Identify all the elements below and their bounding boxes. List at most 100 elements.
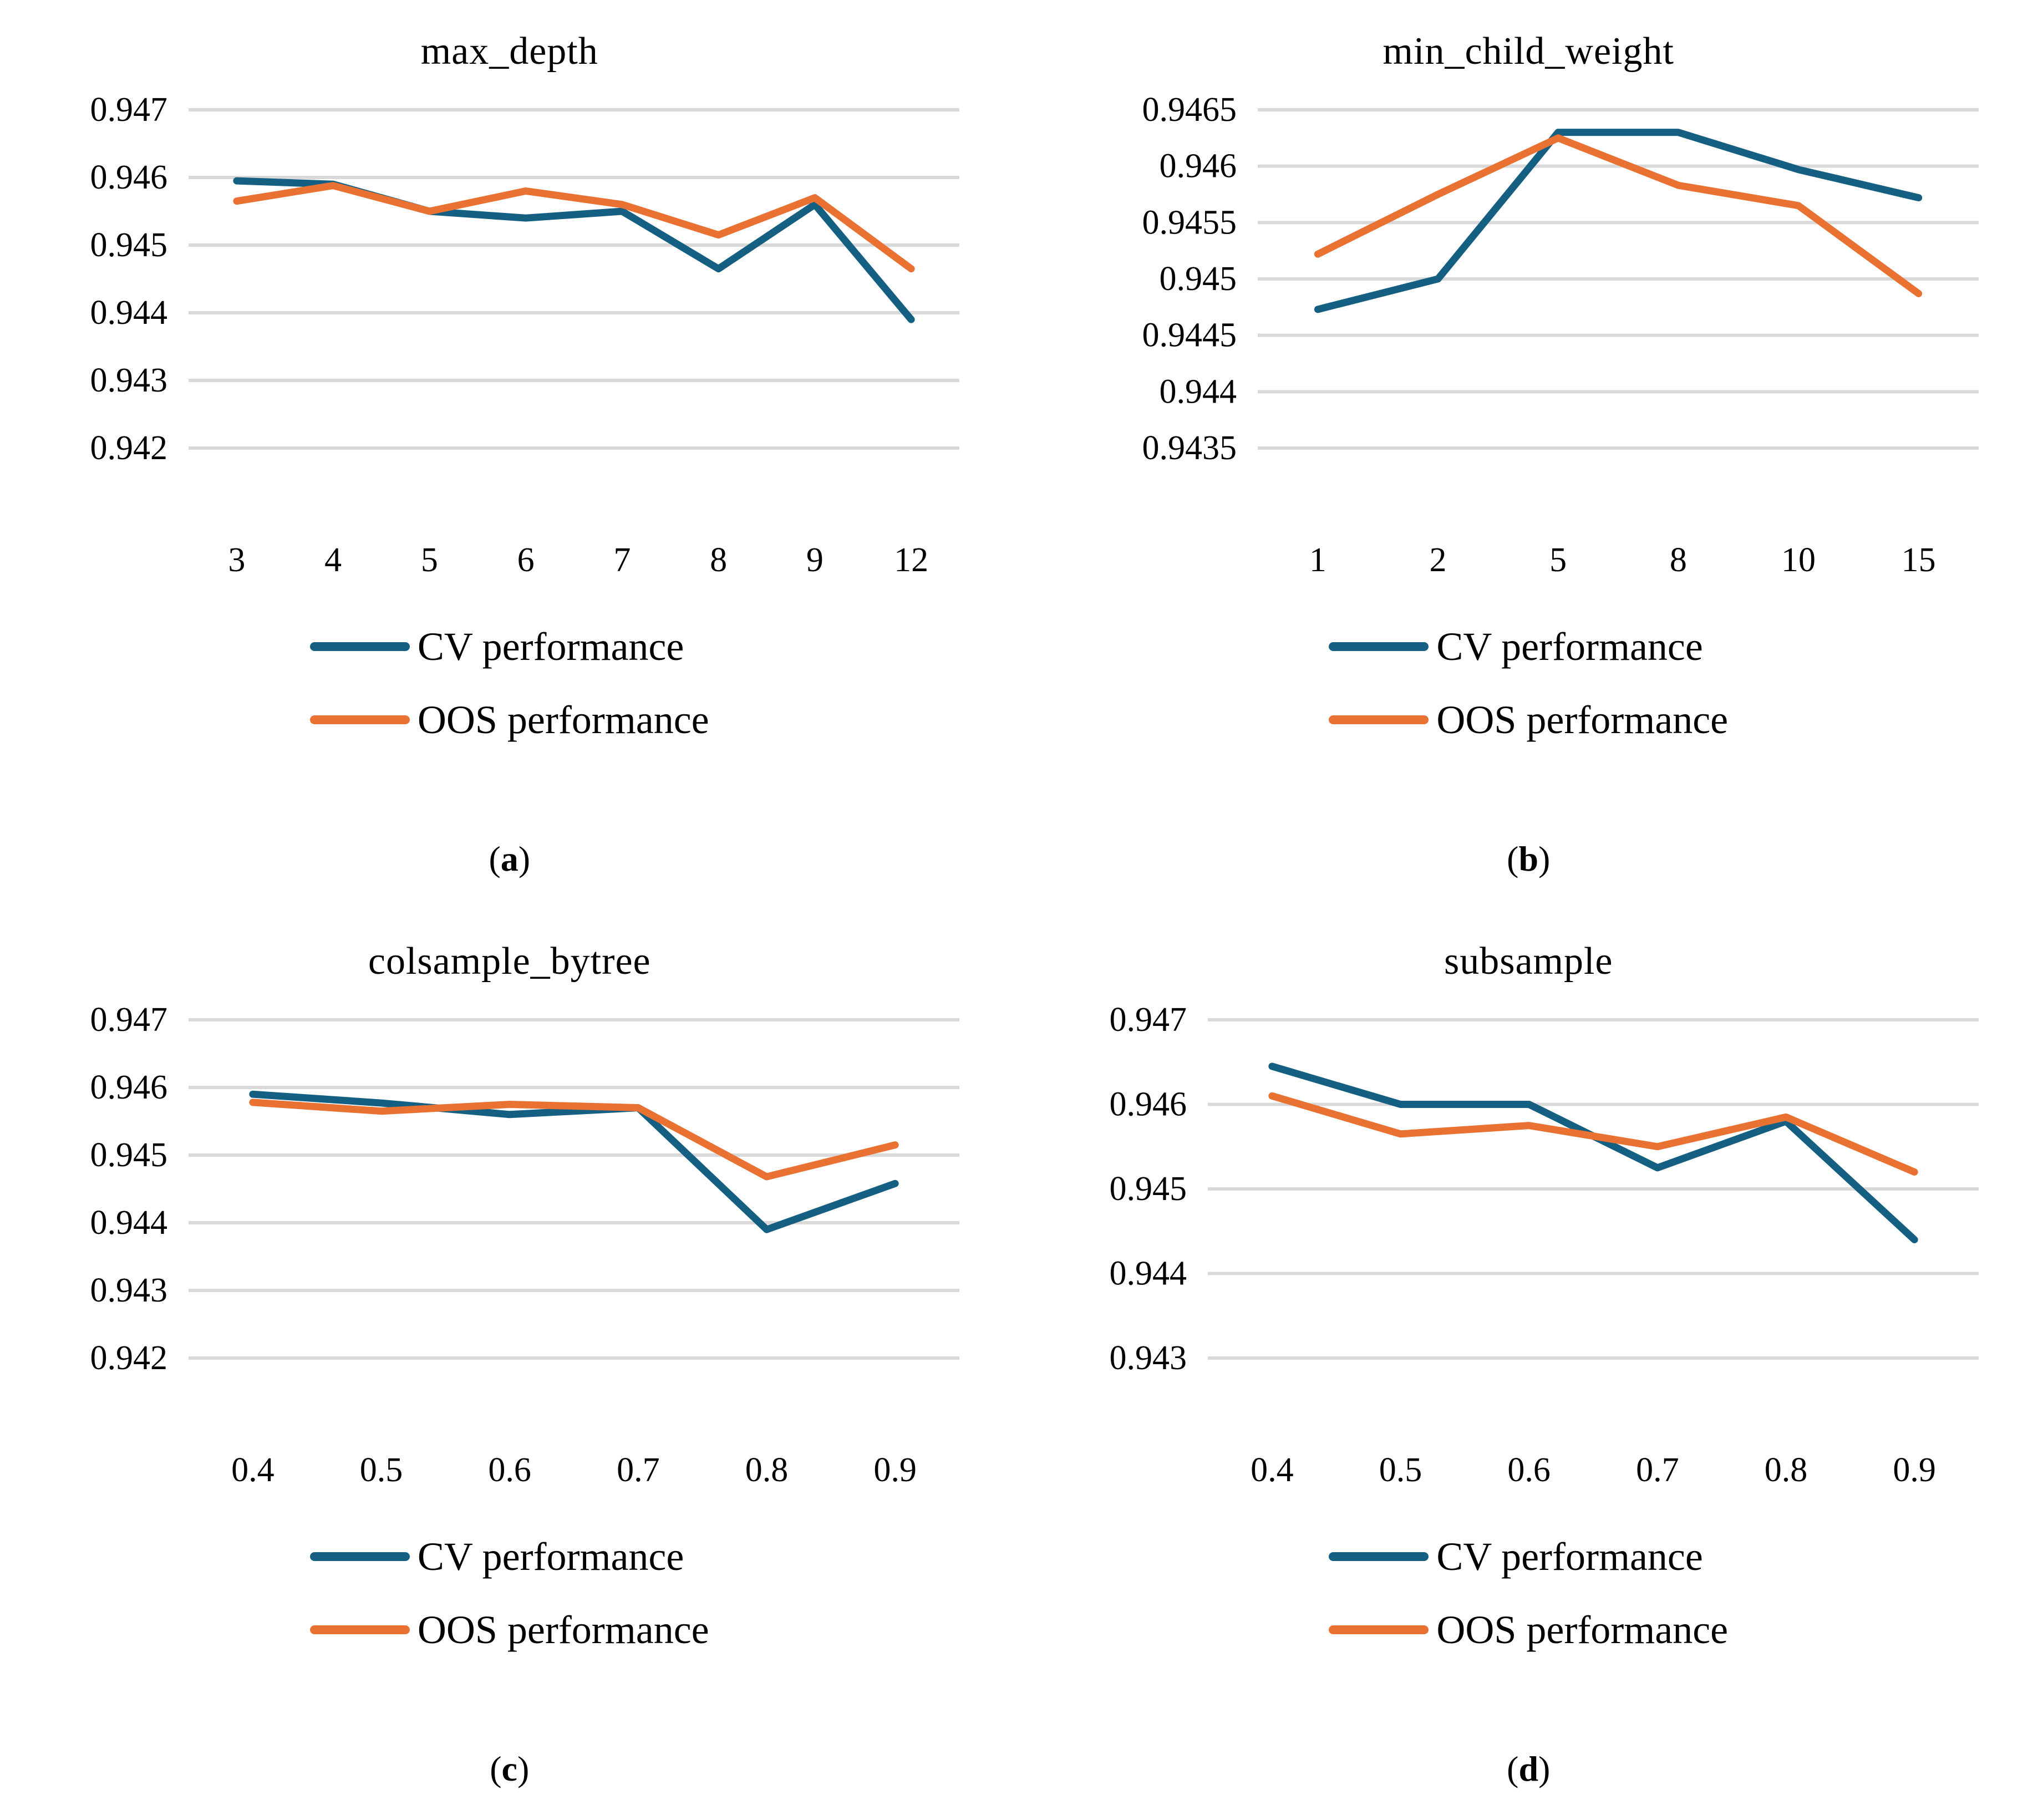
oos-series-line <box>1268 1092 1918 1176</box>
x-tick-label: 5 <box>421 541 438 579</box>
x-tick-label: 15 <box>1901 541 1935 579</box>
legend-item-cv: CV performance <box>309 1534 684 1579</box>
oos-series-line <box>249 1099 899 1181</box>
y-tick-label: 0.943 <box>90 362 168 399</box>
legend-item-cv: CV performance <box>1329 1534 1703 1579</box>
oos-line-swatch <box>309 1625 410 1634</box>
x-tick-label: 0.4 <box>1251 1451 1294 1489</box>
panel-caption: (a) <box>489 839 531 878</box>
chart-title: max_depth <box>420 30 598 73</box>
legend-label: CV performance <box>1436 1534 1703 1579</box>
x-tick-label: 0.7 <box>1636 1451 1679 1489</box>
legend-label: OOS performance <box>417 698 709 742</box>
panel-caption: (d) <box>1507 1749 1551 1788</box>
x-tick-label: 8 <box>710 541 727 579</box>
y-tick-label: 0.942 <box>90 429 168 467</box>
y-tick-label: 0.9435 <box>1142 429 1237 467</box>
legend-label: CV performance <box>1436 624 1703 669</box>
oos-line-swatch <box>309 715 410 724</box>
x-tick-label: 5 <box>1549 541 1567 579</box>
y-tick-label: 0.947 <box>1109 1001 1187 1039</box>
oos-series-line <box>1314 134 1922 297</box>
legend-item-oos: OOS performance <box>1329 700 1728 740</box>
chart-panel-b: min_child_weight 0.9465 0.946 0.9455 0.945 0… <box>1019 0 2038 910</box>
y-tick-label: 0.946 <box>1109 1086 1187 1123</box>
chart-panel-a: max_depth 0.947 0.946 0.945 0.944 0.943 0.942… <box>0 0 1019 910</box>
line-chart: 0.947 0.946 0.945 0.944 0.943 0.942 0.4 0.5 0.6 0… <box>90 1001 960 1489</box>
legend-item-oos: OOS performance <box>309 1608 709 1652</box>
x-tick-label: 0.8 <box>1765 1451 1808 1489</box>
line-chart: 0.947 0.946 0.945 0.944 0.943 0.4 0.5 0.6 0.7 0.8… <box>1109 1001 1979 1489</box>
x-tick-label: 1 <box>1309 541 1327 579</box>
x-tick-label: 0.5 <box>1379 1451 1422 1489</box>
panel-caption: (b) <box>1507 839 1551 878</box>
y-tick-label: 0.944 <box>1109 1255 1187 1293</box>
legend-label: CV performance <box>417 624 684 669</box>
legend: CV performance OOS performance <box>1329 610 1728 756</box>
legend: CV performance OOS performance <box>1329 1520 1728 1666</box>
y-tick-label: 0.944 <box>90 294 168 332</box>
cv-series-line <box>1268 1062 1918 1243</box>
x-tick-label: 0.6 <box>489 1451 532 1489</box>
chart-title: min_child_weight <box>1383 30 1674 73</box>
x-tick-label: 8 <box>1670 541 1687 579</box>
y-tick-label: 0.945 <box>1159 260 1237 298</box>
legend-item-oos: OOS performance <box>1329 1610 1728 1650</box>
oos-line-swatch <box>1329 1625 1429 1634</box>
cv-series-line <box>1314 129 1922 313</box>
x-tick-label: 0.8 <box>745 1451 789 1489</box>
cv-line-swatch <box>309 642 410 651</box>
y-tick-label: 0.946 <box>90 159 168 196</box>
x-tick-label: 6 <box>517 541 535 579</box>
legend-item-oos: OOS performance <box>309 698 709 742</box>
cv-series-line <box>249 1090 899 1233</box>
legend-label: OOS performance <box>417 1608 709 1652</box>
cv-line-swatch <box>1329 1552 1429 1561</box>
legend: CV performance OOS performance <box>309 610 709 756</box>
legend-label: OOS performance <box>1436 1608 1729 1652</box>
y-tick-label: 0.9465 <box>1142 91 1237 129</box>
x-tick-label: 3 <box>228 541 246 579</box>
y-tick-label: 0.944 <box>90 1204 168 1242</box>
line-chart: 0.947 0.946 0.945 0.944 0.943 0.942 3 4 5 6 7 8 9 12 <box>90 91 960 579</box>
oos-series-line <box>233 182 915 273</box>
y-tick-label: 0.946 <box>90 1069 168 1106</box>
x-tick-label: 0.9 <box>874 1451 917 1489</box>
y-tick-label: 0.944 <box>1159 373 1237 410</box>
legend: CV performance OOS performance <box>309 1520 709 1666</box>
y-tick-label: 0.942 <box>90 1339 168 1377</box>
x-tick-label: 2 <box>1429 541 1446 579</box>
chart-title: colsample_bytree <box>368 940 651 983</box>
legend-item-cv: CV performance <box>1329 624 1703 669</box>
x-tick-label: 10 <box>1781 541 1816 579</box>
y-tick-label: 0.945 <box>1109 1170 1187 1208</box>
x-tick-label: 0.6 <box>1507 1451 1551 1489</box>
legend-item-cv: CV performance <box>309 624 684 669</box>
x-tick-label: 4 <box>324 541 342 579</box>
y-tick-label: 0.947 <box>90 91 168 129</box>
x-tick-label: 0.5 <box>360 1451 403 1489</box>
x-tick-label: 0.7 <box>617 1451 660 1489</box>
line-chart: 0.9465 0.946 0.9455 0.945 0.9445 0.944 0.9435 1… <box>1142 91 1979 579</box>
cv-line-swatch <box>309 1552 410 1561</box>
x-tick-label: 9 <box>806 541 824 579</box>
y-tick-label: 0.946 <box>1159 148 1237 185</box>
x-tick-label: 0.4 <box>231 1451 275 1489</box>
y-tick-label: 0.9445 <box>1142 317 1237 354</box>
chart-panel-c: colsample_bytree 0.947 0.946 0.945 0.944 0.9… <box>0 910 1019 1820</box>
legend-label: CV performance <box>417 1534 684 1579</box>
y-tick-label: 0.943 <box>90 1272 168 1309</box>
x-tick-label: 0.9 <box>1893 1451 1936 1489</box>
chart-title: subsample <box>1444 940 1613 983</box>
legend-label: OOS performance <box>1436 698 1729 742</box>
y-tick-label: 0.945 <box>90 1136 168 1174</box>
chart-panel-d: subsample 0.947 0.946 0.945 0.944 0.943 0.4 0.… <box>1019 910 2038 1820</box>
x-tick-label: 12 <box>894 541 928 579</box>
y-tick-label: 0.947 <box>90 1001 168 1039</box>
y-tick-label: 0.945 <box>90 226 168 264</box>
oos-line-swatch <box>1329 715 1429 724</box>
panel-caption: (c) <box>490 1749 530 1788</box>
cv-line-swatch <box>1329 642 1429 651</box>
x-tick-label: 7 <box>614 541 631 579</box>
